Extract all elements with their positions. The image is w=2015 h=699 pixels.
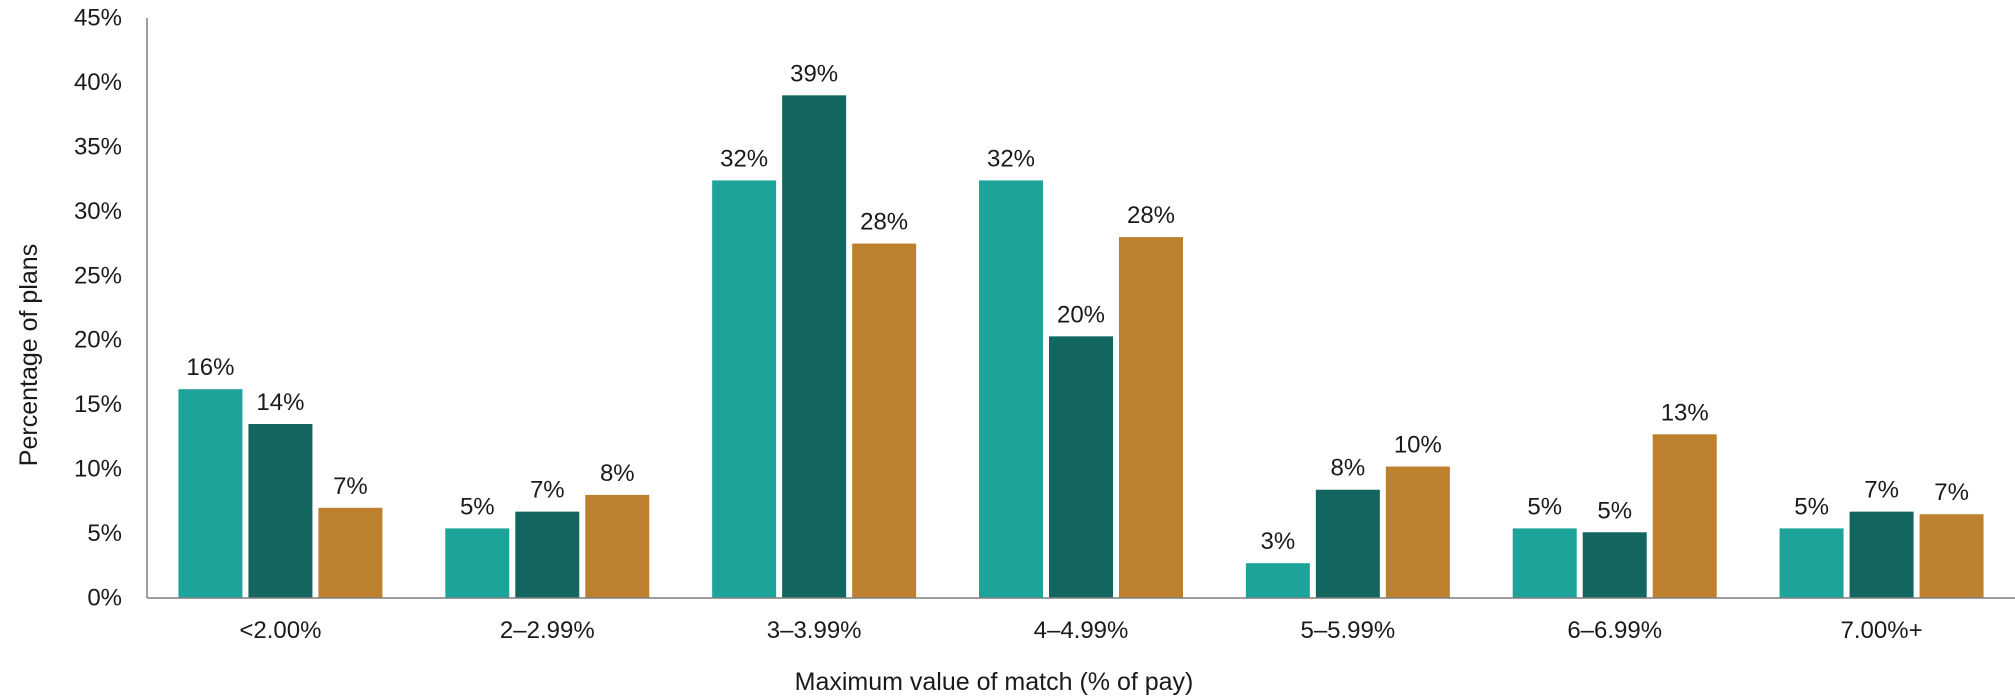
- bar: [515, 511, 580, 598]
- bar-value-label: 10%: [1394, 432, 1442, 459]
- bar: [178, 389, 243, 598]
- y-tick-label: 20%: [74, 327, 122, 354]
- bar-value-label: 5%: [460, 493, 495, 520]
- bar: [1119, 237, 1183, 598]
- bar: [1779, 528, 1844, 598]
- bar-value-label: 5%: [1597, 497, 1632, 524]
- bar-value-label: 28%: [860, 209, 908, 236]
- bar-value-label: 3%: [1261, 528, 1296, 555]
- bar: [248, 424, 313, 598]
- bar-value-label: 7%: [333, 473, 368, 500]
- bar: [585, 494, 650, 598]
- bar: [1919, 514, 1984, 598]
- y-tick-label: 15%: [74, 391, 122, 418]
- bar-value-label: 5%: [1527, 493, 1562, 520]
- x-tick-label: 2–2.99%: [500, 617, 595, 644]
- bar: [1512, 528, 1577, 598]
- bar: [445, 528, 510, 598]
- x-tick-label: 3–3.99%: [767, 617, 862, 644]
- bar: [852, 243, 917, 599]
- bar: [1385, 466, 1450, 598]
- x-tick-label: 4–4.99%: [1034, 617, 1129, 644]
- y-tick-label: 5%: [87, 520, 122, 547]
- y-tick-label: 35%: [74, 133, 122, 160]
- x-tick-label: 7.00%+: [1841, 617, 1923, 644]
- bar-value-label: 32%: [987, 145, 1035, 172]
- bar-value-label: 7%: [1864, 477, 1899, 504]
- bar-value-label: 7%: [1934, 479, 1969, 506]
- bar: [1245, 563, 1310, 598]
- bar: [1049, 336, 1113, 598]
- bar-value-label: 28%: [1127, 202, 1175, 229]
- x-tick-label: 5–5.99%: [1300, 617, 1395, 644]
- y-tick-label: 10%: [74, 456, 122, 483]
- x-axis-categories: <2.00% 2–2.99% 3–3.99% 4–4.99% 5–5.99% 6–6.99…: [239, 617, 1922, 644]
- bar-value-label: 8%: [1331, 455, 1366, 482]
- x-axis-title: Maximum value of match (% of pay): [795, 668, 1194, 696]
- bar: [1315, 489, 1380, 598]
- bar-value-label: 7%: [530, 477, 565, 504]
- data-labels: 16% 14% 7% 5% 7% 8% 32% 39% 28% 32% 20% 28% 3% 8% 10% 5…: [186, 60, 1969, 555]
- bar: [712, 180, 777, 598]
- y-tick-label: 45%: [74, 5, 122, 32]
- y-axis-ticks: 0% 5% 10% 15% 20% 25% 30% 35% 40% 45%: [74, 5, 122, 612]
- bar-value-label: 16%: [186, 354, 234, 381]
- y-tick-label: 0%: [87, 585, 122, 612]
- x-tick-label: 6–6.99%: [1567, 617, 1662, 644]
- bar: [1652, 434, 1717, 598]
- y-axis-title: Percentage of plans: [15, 244, 43, 466]
- bar-value-label: 20%: [1057, 301, 1105, 328]
- bar-value-label: 32%: [720, 145, 768, 172]
- y-tick-label: 40%: [74, 69, 122, 96]
- x-tick-label: <2.00%: [239, 617, 321, 644]
- bars: [178, 95, 1984, 599]
- bar: [1582, 532, 1647, 598]
- bar: [979, 180, 1043, 598]
- bar-value-label: 14%: [256, 389, 304, 416]
- bar: [1849, 511, 1914, 598]
- bar-value-label: 5%: [1794, 493, 1829, 520]
- bar: [782, 95, 847, 598]
- bar-value-label: 39%: [790, 60, 838, 87]
- bar: [318, 507, 383, 598]
- y-tick-label: 30%: [74, 198, 122, 225]
- bar-value-label: 8%: [600, 460, 635, 487]
- y-tick-label: 25%: [74, 262, 122, 289]
- bar-value-label: 13%: [1661, 399, 1709, 426]
